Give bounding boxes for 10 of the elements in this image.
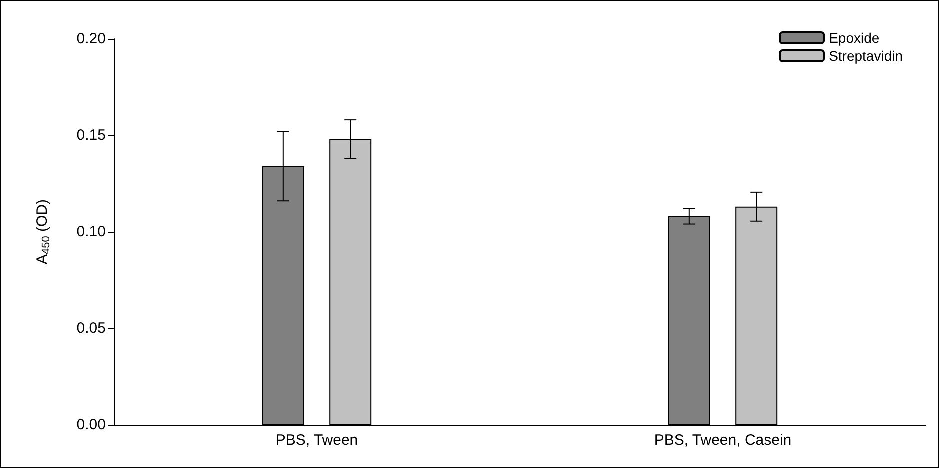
legend-label: Streptavidin (829, 48, 904, 64)
x-tick-label: PBS, Tween (276, 432, 358, 449)
y-tick-label: 0.05 (76, 320, 106, 337)
x-tick-label: PBS, Tween, Casein (654, 432, 792, 449)
y-tick-label: 0.00 (76, 416, 106, 434)
y-tick-label: 0.20 (76, 30, 106, 48)
legend-label: Epoxide (829, 30, 880, 46)
y-tick-label: 0.10 (76, 224, 106, 240)
y-axis-title: A450 (OD) (34, 199, 52, 265)
y-tick-label: 0.15 (76, 127, 106, 144)
